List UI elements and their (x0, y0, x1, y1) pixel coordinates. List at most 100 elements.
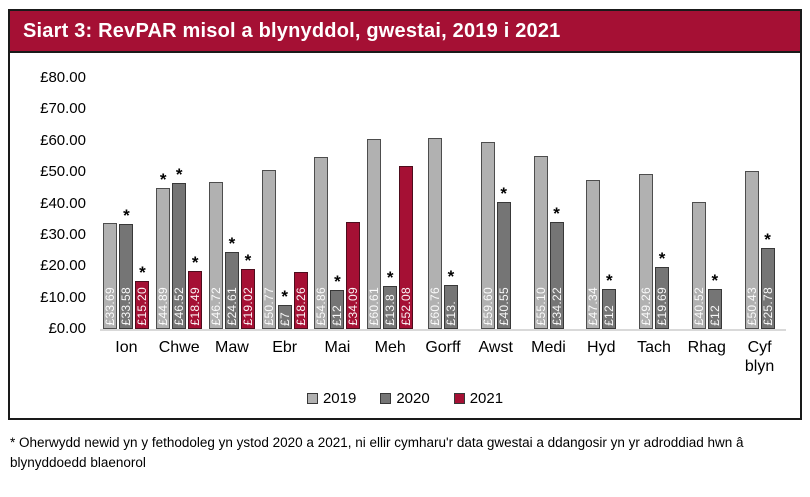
chart-box: £80.00 £70.00 £60.00 £50.00 £40.00 £30.00 £20.… (8, 53, 802, 420)
bar-2020-ion: £33.58 (119, 224, 134, 329)
x-axis-label: Cyf blyn (744, 339, 775, 375)
bar-2021-maw: £19.02 (240, 269, 255, 329)
bar-2019-medi: £55.10 (533, 156, 548, 329)
bar-2021-ion: £15.20 (135, 281, 150, 329)
plot-area: £80.00 £70.00 £60.00 £50.00 £40.00 £30.00 £20.… (40, 69, 786, 337)
bar-value-label: £7 (277, 312, 292, 326)
bar-value-label: £46.72 (208, 287, 223, 326)
bar-2019-ion: £33.69 (103, 223, 118, 329)
methodology-asterisk: * (228, 234, 236, 253)
legend-item-2020: 2020 (380, 389, 430, 407)
legend: 2019 2020 2021 (16, 388, 794, 408)
bar-wrap: £60.76 (427, 138, 442, 329)
bar-wrap: * £40.55 (496, 185, 511, 329)
bar-wrap: * £13. (443, 267, 458, 329)
bar-value-label: £33.69 (103, 287, 118, 326)
bar-value-label: £33.58 (119, 287, 134, 326)
methodology-asterisk: * (605, 271, 613, 290)
bar-wrap: * £12 (330, 272, 345, 329)
bar-value-label: £25.78 (760, 287, 775, 326)
category-group: * £44.89 * £46.52 * £18.49 (153, 80, 206, 329)
bar-value-label: £50.77 (261, 287, 276, 326)
bar-value-label: £12 (707, 305, 722, 326)
bar-value-label: £12 (330, 305, 345, 326)
bar-wrap: * £13.8 (383, 269, 398, 329)
bar-value-label: £34.09 (346, 287, 361, 326)
bar-wrap: * £15.20 (135, 263, 150, 329)
bar-value-label: £24.61 (224, 287, 239, 326)
bar-value-label: £18.49 (188, 287, 203, 326)
bar-wrap: * £44.89 (156, 171, 171, 329)
y-tick-label: £20.00 (40, 257, 86, 275)
bar-wrap: * £34.22 (549, 205, 564, 329)
methodology-asterisk: * (658, 249, 666, 268)
category-group: £33.69 * £33.58 * £15.20 (100, 80, 153, 329)
methodology-asterisk: * (711, 271, 719, 290)
legend-label: 2021 (469, 389, 504, 407)
bar-wrap: £34.09 (346, 222, 361, 329)
category-group: £47.34 * £12 (575, 80, 628, 329)
bar-wrap: £54.86 (314, 157, 329, 329)
y-axis: £80.00 £70.00 £60.00 £50.00 £40.00 £30.00 £20.… (16, 69, 92, 337)
x-axis-label: Chwe (158, 339, 200, 356)
methodology-asterisk: * (281, 287, 288, 306)
bar-2019-mai: £54.86 (314, 157, 329, 329)
chart-title: Siart 3: RevPAR misol a blynyddol, gwest… (23, 19, 561, 42)
bar-wrap: £50.77 (261, 170, 276, 329)
bar-value-label: £13. (443, 301, 458, 326)
bar-2020-tach: £19.69 (655, 267, 670, 329)
bar-wrap: * £46.52 (172, 165, 187, 329)
bar-2020-meh: £13.8 (383, 286, 398, 329)
x-axis-label: Tach (637, 339, 671, 356)
category-group: £50.43 * £25.78 (733, 80, 786, 329)
bar-2020-mai: £12 (330, 290, 345, 329)
methodology-asterisk: * (139, 263, 146, 282)
bar-2019-awst: £59.60 (480, 142, 495, 329)
bar-value-label: £52.08 (399, 287, 414, 326)
category-group: £40.52 * £12 (680, 80, 733, 329)
plot-wrapper: £80.00 £70.00 £60.00 £50.00 £40.00 £30.00 £20.… (40, 69, 786, 337)
x-axis-label: Meh (374, 339, 406, 356)
category-group: £54.86 * £12 £34.09 (311, 80, 364, 329)
bar-wrap: £60.61 (367, 139, 382, 329)
bar-value-label: £50.43 (744, 287, 759, 326)
bar-value-label: £55.10 (533, 287, 548, 326)
bar-2019-hyd: £47.34 (586, 180, 601, 329)
bar-value-label: £19.02 (240, 287, 255, 326)
legend-label: 2020 (396, 389, 430, 407)
bar-value-label: £34.22 (549, 287, 564, 326)
methodology-asterisk: * (191, 253, 199, 272)
bar-2019-tach: £49.26 (639, 174, 654, 329)
bar-2020-gorff: £13. (443, 285, 458, 329)
bar-value-label: £49.26 (639, 287, 654, 326)
bar-2019-ebr: £50.77 (261, 170, 276, 329)
y-tick-label: £0.00 (48, 320, 86, 337)
bar-2020-rhag: £12 (707, 289, 722, 329)
bar-value-label: £12 (602, 305, 617, 326)
methodology-asterisk: * (175, 165, 183, 184)
category-group: £46.72 * £24.61 * £19.02 (206, 80, 259, 329)
bar-wrap: £47.34 (586, 180, 601, 329)
bar-wrap: £49.26 (639, 174, 654, 329)
bar-2021-mai: £34.09 (346, 222, 361, 329)
page: Siart 3: RevPAR misol a blynyddol, gwest… (8, 9, 802, 470)
y-tick-label: £30.00 (40, 225, 86, 243)
bar-wrap: £40.52 (691, 202, 706, 329)
y-tick-label: £70.00 (40, 100, 86, 118)
bar-2019-rhag: £40.52 (691, 202, 706, 329)
bar-value-label: £60.61 (367, 287, 382, 326)
bar-2019-cyf-blyn: £50.43 (744, 171, 759, 329)
x-axis-label: Ion (115, 339, 138, 356)
methodology-asterisk: * (447, 267, 455, 286)
methodology-asterisk: * (764, 230, 771, 249)
methodology-asterisk: * (244, 251, 252, 270)
category-group: £60.76 * £13. (417, 80, 470, 329)
methodology-asterisk: * (334, 272, 341, 291)
bar-2020-awst: £40.55 (496, 202, 511, 329)
bar-2021-chwe: £18.49 (188, 271, 203, 329)
category-group: £55.10 * £34.22 (522, 80, 575, 329)
x-axis-label: Maw (215, 339, 249, 356)
bar-2019-chwe: £44.89 (156, 188, 171, 329)
x-axis-label: Gorff (425, 339, 461, 356)
bar-wrap: £46.72 (208, 182, 223, 329)
